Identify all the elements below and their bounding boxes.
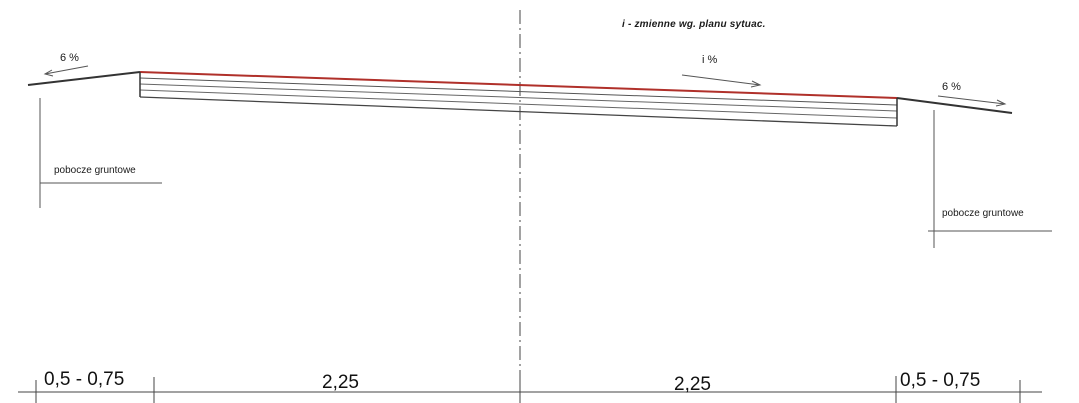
middle-slope-arrow xyxy=(681,74,761,86)
pavement-layer-3 xyxy=(139,89,898,119)
dimension-left-shoulder: 0,5 - 0,75 xyxy=(44,369,125,390)
left-shoulder-slope-line xyxy=(27,71,141,86)
right-slope-arrow xyxy=(937,95,1006,105)
dimension-right-shoulder: 0,5 - 0,75 xyxy=(900,370,981,391)
dimension-right-lane: 2,25 xyxy=(674,374,711,395)
left-slope-label: 6 % xyxy=(60,52,79,64)
right-shoulder-label: pobocze gruntowe xyxy=(942,208,1024,219)
left-slope-arrow xyxy=(44,65,89,75)
dimension-left-lane: 2,25 xyxy=(322,372,359,393)
pavement-surface-line xyxy=(139,71,898,99)
pavement-layer-2 xyxy=(139,83,898,112)
slope-note-title: i - zmienne wg. planu sytuac. xyxy=(622,19,766,30)
middle-slope-label: i % xyxy=(702,54,718,66)
left-slope-arrowhead xyxy=(43,69,54,77)
middle-slope-arrowhead xyxy=(750,80,762,88)
pavement-layer-1 xyxy=(139,77,898,106)
right-slope-arrowhead xyxy=(995,99,1007,107)
right-shoulder-slope-line xyxy=(896,97,1013,114)
pavement-layer-bottom xyxy=(139,96,898,127)
left-shoulder-label: pobocze gruntowe xyxy=(54,165,136,176)
right-slope-label: 6 % xyxy=(942,81,961,93)
